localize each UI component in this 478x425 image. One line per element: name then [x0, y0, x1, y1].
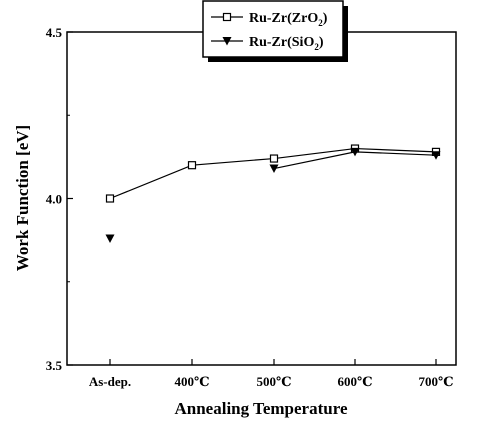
legend-label: Ru-Zr(SiO2) — [249, 35, 324, 52]
x-axis-ticks: As-dep. 400℃ 500℃ 600℃ 700℃ — [89, 359, 454, 389]
data-point-triangle — [269, 164, 279, 174]
legend-label: Ru-Zr(ZrO2) — [249, 11, 328, 28]
legend-entry: Ru-Zr(SiO2) — [211, 35, 324, 52]
data-point-triangle — [350, 147, 360, 157]
data-point-square — [105, 194, 115, 203]
y-tick-label: 3.5 — [46, 358, 63, 373]
x-tick-label: As-dep. — [89, 374, 131, 389]
data-point-square — [269, 154, 279, 163]
y-tick-label: 4.5 — [46, 25, 63, 40]
legend-square-marker — [222, 12, 232, 22]
legend-triangle-marker — [222, 37, 232, 46]
x-tick-label: 600℃ — [337, 374, 372, 389]
x-axis-title: Annealing Temperature — [174, 399, 347, 418]
x-tick-label: 400℃ — [174, 374, 209, 389]
x-tick-label: 500℃ — [256, 374, 291, 389]
plot-frame — [66, 31, 457, 366]
data-point-triangle — [431, 151, 441, 160]
y-tick-label: 4.0 — [46, 192, 62, 207]
data-point-square — [187, 161, 197, 170]
legend: Ru-Zr(ZrO2) Ru-Zr(SiO2) — [202, 0, 348, 62]
series-layer — [105, 144, 441, 243]
data-point-triangle — [105, 234, 115, 243]
series-sio2 — [105, 147, 441, 243]
legend-box — [202, 0, 344, 58]
legend-entry: Ru-Zr(ZrO2) — [211, 11, 328, 28]
x-tick-label: 700℃ — [418, 374, 453, 389]
y-axis-title: Work Function [eV] — [13, 125, 32, 271]
y-axis-ticks: 3.5 4.0 4.5 — [46, 25, 73, 373]
